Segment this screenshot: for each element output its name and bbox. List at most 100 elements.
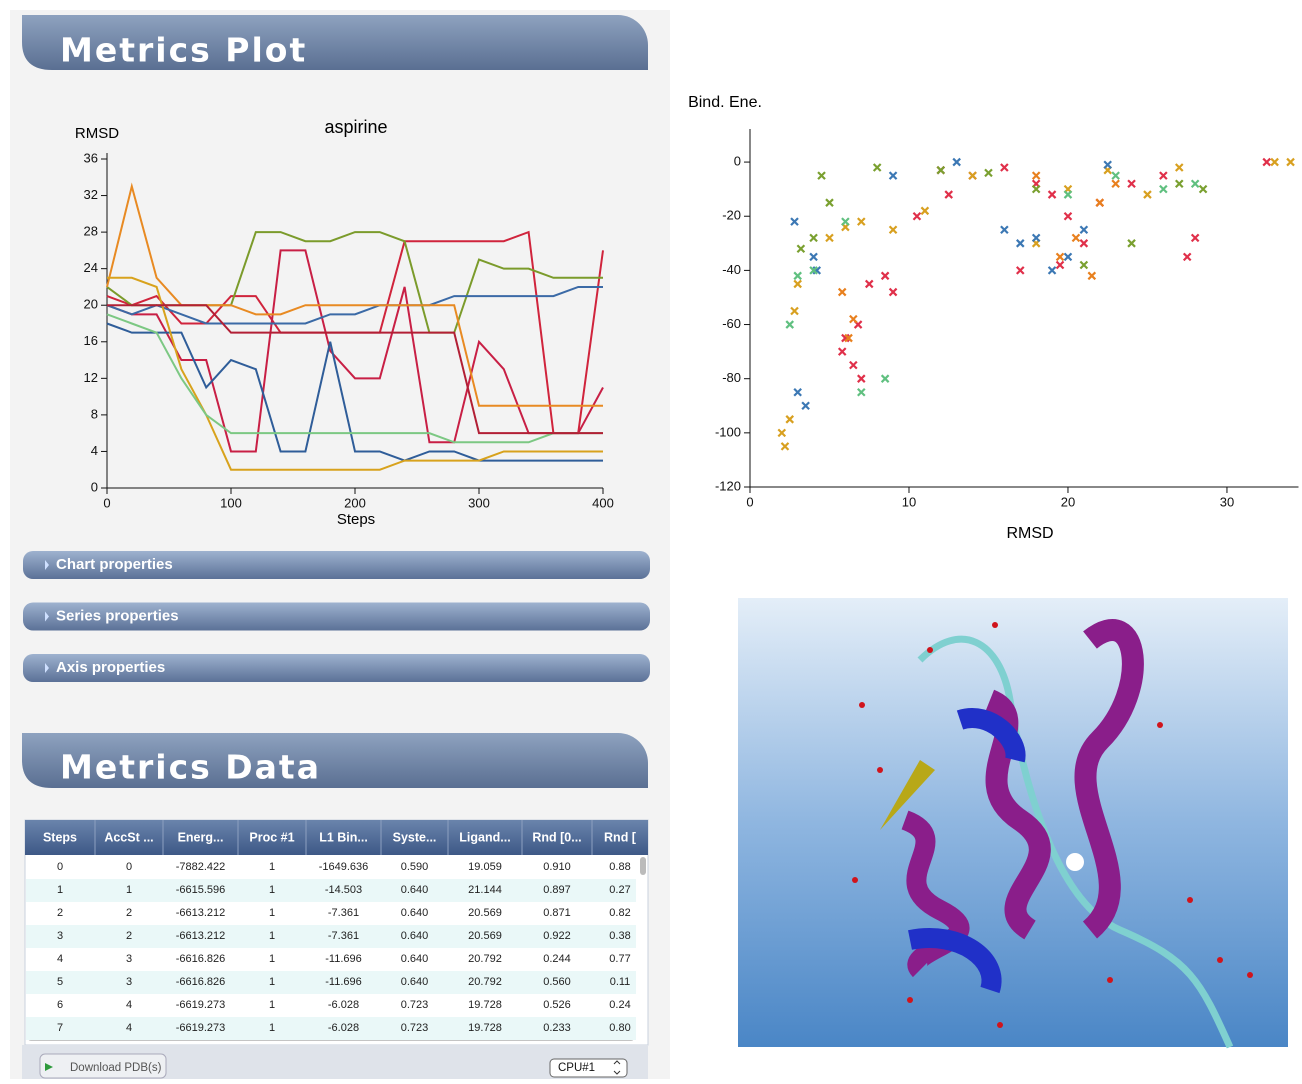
scatter-point: [1064, 253, 1071, 260]
scatter-point: [890, 289, 897, 296]
scatter-point: [850, 362, 857, 369]
table-cell: 0.244: [543, 953, 571, 965]
table-cell: 19.059: [468, 861, 502, 873]
table-cell: 0.38: [609, 930, 630, 942]
table-cell: 0.82: [609, 907, 630, 919]
scatter-point: [969, 172, 976, 179]
scatter-point: [858, 389, 865, 396]
table-cell: 0.560: [543, 976, 571, 988]
scatter-point: [1271, 159, 1278, 166]
scatter-point: [1184, 253, 1191, 260]
chart-title: aspirine: [324, 117, 387, 137]
table-cell: 1: [269, 884, 275, 896]
y-axis-label: Bind. Ene.: [688, 94, 762, 111]
scatter-point: [1080, 261, 1087, 268]
table-cell: 0.910: [543, 861, 571, 873]
column-header: Energ...: [178, 830, 224, 844]
table-cell: 20.569: [468, 930, 502, 942]
table-cell: 1: [269, 930, 275, 942]
table-cell: 6: [57, 999, 63, 1011]
table-cell: 0.723: [401, 1022, 429, 1034]
table-cell: 20.792: [468, 976, 502, 988]
scatter-point: [1144, 191, 1151, 198]
scatter-point: [953, 159, 960, 166]
scatter-point: [1263, 159, 1270, 166]
table-cell: -6616.826: [176, 976, 226, 988]
scatter-point: [1128, 180, 1135, 187]
scatter-point: [913, 213, 920, 220]
column-header: Rnd [0...: [532, 830, 581, 844]
scatter-point: [781, 443, 788, 450]
x-axis-label: Steps: [337, 511, 375, 528]
scatter-point: [810, 253, 817, 260]
scatter-point: [858, 375, 865, 382]
scatter-point: [890, 172, 897, 179]
scatter-point: [1080, 226, 1087, 233]
accordion-label: Chart properties: [56, 556, 173, 573]
scatter-point: [1088, 272, 1095, 279]
table-cell: 3: [126, 976, 132, 988]
y-tick-label: 4: [91, 443, 98, 458]
table-cell: 0.723: [401, 999, 429, 1011]
cpu-label: CPU#1: [558, 1062, 595, 1074]
scatter-point: [921, 207, 928, 214]
scatter-point: [842, 218, 849, 225]
scatter-point: [791, 218, 798, 225]
table-cell: 0: [126, 861, 132, 873]
table-cell: -6619.273: [176, 1022, 226, 1034]
scatter-point: [839, 289, 846, 296]
scrollbar[interactable]: [640, 857, 646, 875]
table-cell: 1: [269, 953, 275, 965]
table-cell: 1: [269, 907, 275, 919]
x-tick-label: 20: [1061, 494, 1075, 509]
scatter-point: [874, 164, 881, 171]
table-cell: -6613.212: [176, 930, 226, 942]
scatter-point: [1017, 240, 1024, 247]
table-cell: 0: [57, 861, 63, 873]
panel-title: Metrics Plot: [60, 31, 307, 70]
table-cell: -7.361: [328, 907, 359, 919]
scatter-point: [1057, 253, 1064, 260]
scatter-point: [778, 429, 785, 436]
table-cell: 0.640: [401, 884, 429, 896]
scatter-point: [1033, 186, 1040, 193]
screenshot: Metrics Plot Metrics Data Download PDB(s…: [0, 0, 1302, 1079]
scatter-point: [985, 169, 992, 176]
scatter-point: [1104, 161, 1111, 168]
y-axis-label: RMSD: [75, 125, 119, 142]
scatter-point: [1287, 159, 1294, 166]
scatter-point: [794, 389, 801, 396]
table-cell: 1: [269, 861, 275, 873]
x-tick-label: 10: [902, 494, 916, 509]
scatter-point: [1064, 213, 1071, 220]
scatter-point: [1072, 234, 1079, 241]
scatter-point: [882, 375, 889, 382]
table-cell: 0.11: [610, 976, 631, 988]
table-cell: -6616.826: [176, 953, 226, 965]
table-cell: -6619.273: [176, 999, 226, 1011]
scatter-point: [839, 348, 846, 355]
column-header: Steps: [43, 830, 77, 844]
table-cell: 0.640: [401, 976, 429, 988]
accordion-label: Series properties: [56, 607, 179, 624]
y-tick-label: -20: [722, 208, 741, 223]
y-tick-label: 36: [84, 150, 98, 165]
scatter-point: [1160, 186, 1167, 193]
y-tick-label: -80: [722, 370, 741, 385]
y-tick-label: -40: [722, 262, 741, 277]
protein-image: [738, 598, 1288, 1047]
download-label: Download PDB(s): [70, 1062, 162, 1074]
scatter-point: [1200, 186, 1207, 193]
y-tick-label: 28: [84, 224, 98, 239]
table-cell: 0.897: [543, 884, 571, 896]
y-tick-label: -120: [715, 478, 741, 493]
table-cell: 4: [57, 953, 63, 965]
atom: [1066, 853, 1084, 871]
column-header: Proc #1: [249, 830, 294, 844]
y-tick-label: 32: [84, 187, 98, 202]
scatter-point: [945, 191, 952, 198]
table-cell: -6.028: [328, 1022, 359, 1034]
x-tick-label: 0: [746, 494, 753, 509]
scatter-point: [826, 234, 833, 241]
table-cell: 2: [126, 907, 132, 919]
